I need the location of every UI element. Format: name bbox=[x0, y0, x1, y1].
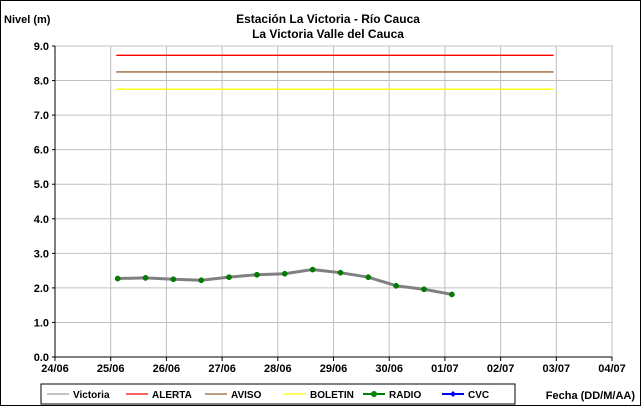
y-tick-label: 6.0 bbox=[34, 145, 49, 157]
y-tick-label: 7.0 bbox=[34, 110, 49, 122]
series-point bbox=[449, 291, 455, 298]
x-tick-label: 24/06 bbox=[41, 363, 69, 375]
series-point bbox=[142, 275, 149, 281]
y-tick-label: 3.0 bbox=[34, 248, 49, 260]
series-point bbox=[198, 277, 205, 284]
y-tick-label: 9.0 bbox=[34, 41, 49, 53]
y-axis-label: Nivel (m) bbox=[4, 14, 51, 26]
legend-label-victoria: Victoria bbox=[73, 390, 110, 401]
x-tick-label: 03/07 bbox=[543, 363, 571, 375]
legend-label-radio: RADIO bbox=[389, 390, 421, 401]
chart-title: Estación La Victoria - Río Cauca bbox=[236, 12, 420, 26]
plot-area: 0.0 1.0 2.0 3.0 4.0 5.0 6.0 7.0 8.0 9.0 24/06 25/06… bbox=[34, 41, 626, 375]
y-tick-label: 2.0 bbox=[34, 283, 49, 295]
series-point bbox=[254, 271, 260, 278]
series-point bbox=[114, 275, 121, 282]
x-tick-label: 01/07 bbox=[431, 363, 459, 375]
x-tick-label: 28/06 bbox=[264, 363, 292, 375]
series-point bbox=[281, 270, 288, 277]
legend-box bbox=[40, 383, 516, 405]
y-tick-label: 5.0 bbox=[34, 179, 49, 191]
legend-marker-radio bbox=[371, 391, 377, 397]
y-tick-label: 0.0 bbox=[34, 352, 49, 364]
chart-subtitle: La Victoria Valle del Cauca bbox=[252, 27, 404, 41]
series-point bbox=[421, 286, 427, 293]
x-tick-label: 30/06 bbox=[375, 363, 403, 375]
x-tick-label: 25/06 bbox=[97, 363, 125, 375]
x-tick-label: 04/07 bbox=[598, 363, 626, 375]
series-point bbox=[393, 282, 400, 289]
series-point bbox=[226, 274, 232, 281]
x-axis-label: Fecha (DD/M/AA) bbox=[546, 390, 636, 402]
legend-marker-cvc bbox=[450, 391, 456, 397]
x-tick-label: 27/06 bbox=[208, 363, 236, 375]
series-point bbox=[309, 266, 316, 273]
legend: Victoria ALERTA AVISO BOLETIN RADIO CVC bbox=[40, 383, 516, 405]
series-point bbox=[365, 274, 372, 281]
x-tick-label: 29/06 bbox=[320, 363, 348, 375]
legend-label-cvc: CVC bbox=[468, 390, 489, 401]
x-tick-label: 02/07 bbox=[487, 363, 515, 375]
legend-label-aviso: AVISO bbox=[231, 390, 262, 401]
x-tick-label: 26/06 bbox=[153, 363, 181, 375]
legend-label-boletin: BOLETIN bbox=[310, 390, 354, 401]
y-tick-label: 8.0 bbox=[34, 76, 49, 88]
legend-label-alerta: ALERTA bbox=[152, 390, 192, 401]
y-tick-label: 1.0 bbox=[34, 317, 49, 329]
y-tick-label: 4.0 bbox=[34, 214, 49, 226]
series-point bbox=[170, 276, 177, 283]
series-point bbox=[337, 269, 344, 276]
